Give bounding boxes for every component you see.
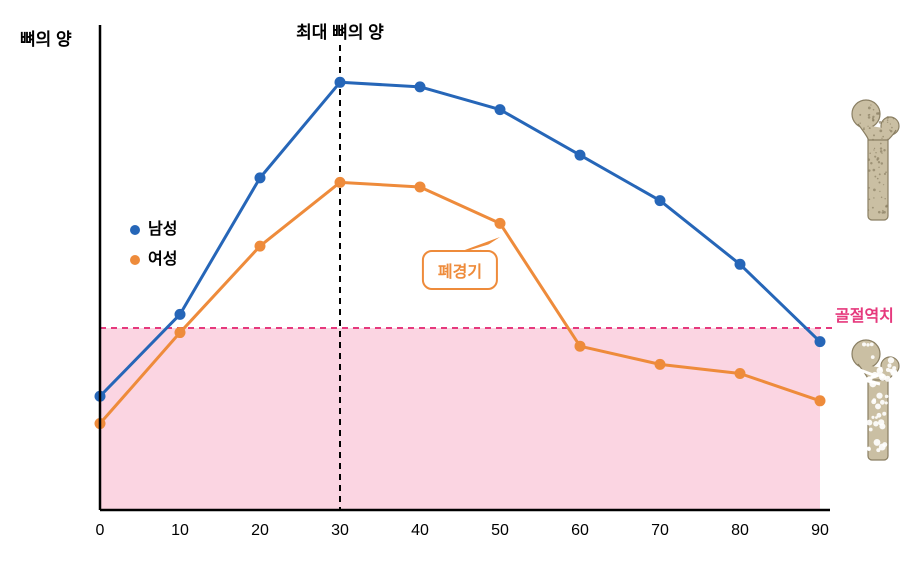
x-tick-label: 20 bbox=[251, 522, 269, 540]
legend-label: 남성 bbox=[148, 221, 177, 238]
fracture-threshold-label: 골절역치 bbox=[835, 302, 894, 326]
menopause-callout: 폐경기 bbox=[422, 250, 498, 290]
legend-item-남성: 남성 bbox=[130, 215, 177, 239]
peak-title: 최대 뼈의 양 bbox=[296, 18, 384, 43]
x-tick-label: 90 bbox=[811, 522, 829, 540]
legend-dot-icon bbox=[130, 225, 140, 235]
x-tick-label: 80 bbox=[731, 522, 749, 540]
legend-item-여성: 여성 bbox=[130, 245, 177, 269]
menopause-label: 폐경기 bbox=[438, 264, 482, 281]
chart-svg bbox=[0, 0, 921, 581]
legend-dot-icon bbox=[130, 255, 140, 265]
x-tick-label: 70 bbox=[651, 522, 669, 540]
x-tick-label: 10 bbox=[171, 522, 189, 540]
x-tick-label: 30 bbox=[331, 522, 349, 540]
x-tick-label: 40 bbox=[411, 522, 429, 540]
bone-mass-chart: 뼈의 양 최대 뼈의 양 남성여성 0 10 20 30 40 50 60 70 80 90 골절… bbox=[0, 0, 921, 581]
x-tick-label: 0 bbox=[96, 522, 105, 540]
x-tick-label: 60 bbox=[571, 522, 589, 540]
x-tick-label: 50 bbox=[491, 522, 509, 540]
y-axis-title: 뼈의 양 bbox=[20, 25, 72, 50]
legend-label: 여성 bbox=[148, 251, 177, 268]
